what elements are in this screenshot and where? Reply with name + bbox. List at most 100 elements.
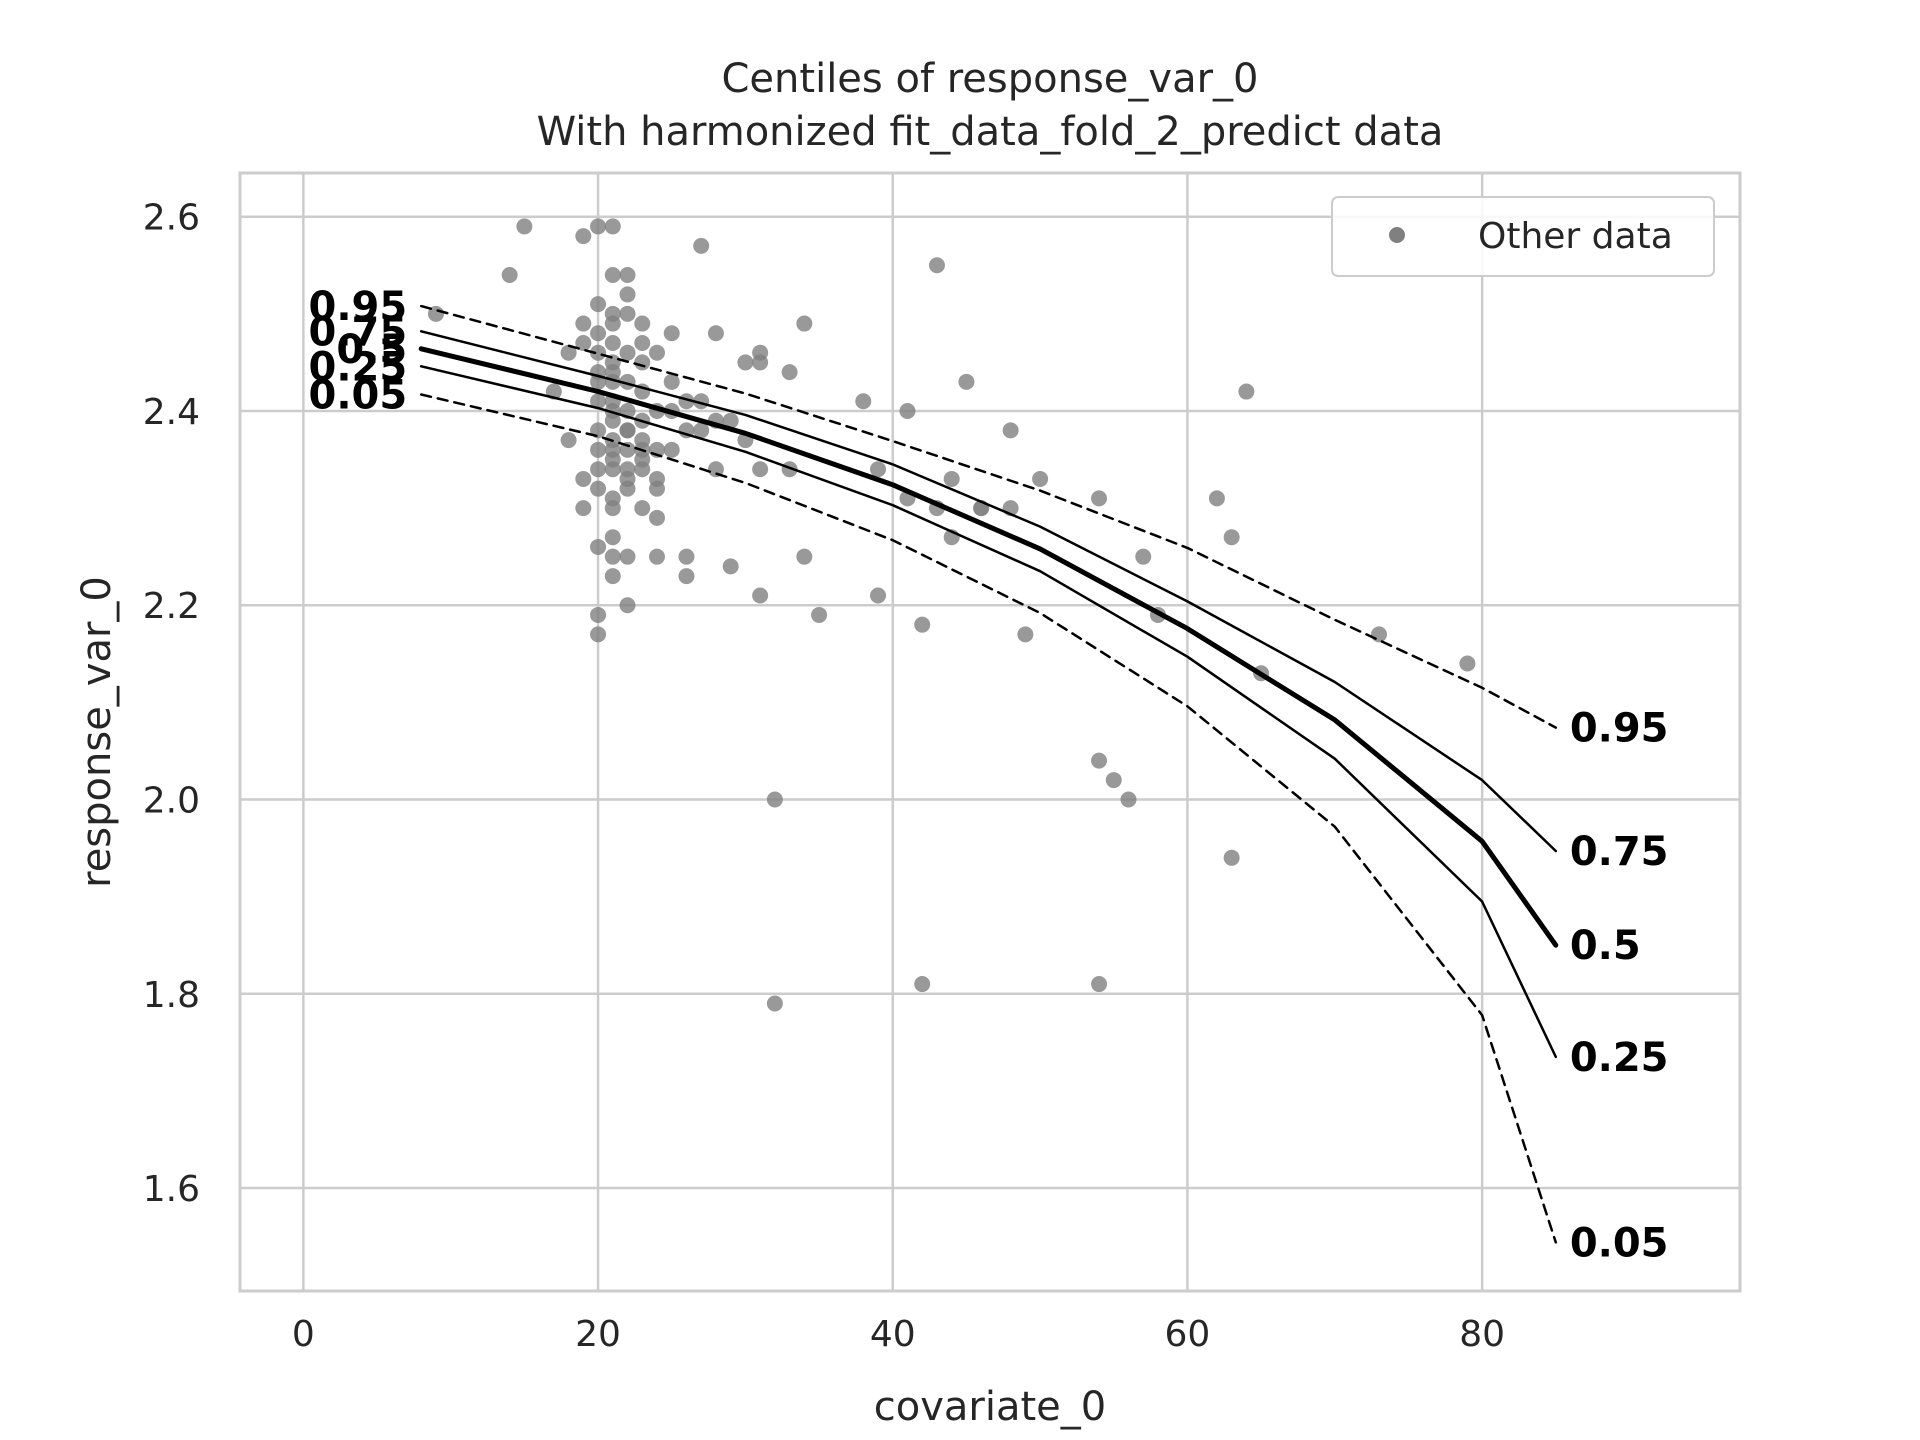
data-point: [604, 500, 621, 517]
data-point: [752, 587, 769, 604]
data-point: [870, 587, 887, 604]
data-point: [678, 568, 695, 585]
data-point: [501, 266, 518, 283]
legend-marker: [1389, 227, 1405, 243]
data-point: [604, 364, 621, 381]
data-point: [707, 461, 724, 478]
centile-line-0.5: [418, 346, 1559, 948]
legend-box: [1331, 196, 1715, 277]
data-point: [516, 218, 533, 235]
data-point: [870, 461, 887, 478]
chart-subtitle: With harmonized fit_data_fold_2_predict …: [537, 109, 1444, 155]
data-point: [1120, 791, 1137, 808]
data-point: [648, 509, 665, 526]
data-point: [1223, 529, 1240, 546]
data-point: [634, 451, 651, 468]
data-point: [590, 296, 607, 313]
data-point: [914, 976, 931, 993]
data-point: [1091, 976, 1108, 993]
data-point: [648, 548, 665, 565]
data-point: [1370, 626, 1387, 643]
centile-line-0.25: [419, 365, 1558, 1059]
centile-label-right-0.05: 0.05: [1570, 1220, 1669, 1266]
data-point: [1223, 849, 1240, 866]
legend: Other data: [1331, 196, 1715, 277]
chart-title: Centiles of response_var_0: [722, 56, 1259, 102]
data-point: [590, 218, 607, 235]
data-point: [619, 286, 636, 303]
data-point: [811, 606, 828, 623]
data-point: [604, 266, 621, 283]
data-point: [590, 325, 607, 342]
data-point: [1459, 655, 1476, 672]
data-point: [619, 597, 636, 614]
data-point: [590, 606, 607, 623]
data-point: [604, 451, 621, 468]
data-point: [855, 393, 872, 410]
centile-label-left-0.95: 0.95: [309, 284, 408, 330]
centile-line-0.75: [419, 330, 1558, 853]
data-point: [604, 568, 621, 585]
data-point: [1091, 752, 1108, 769]
centile-label-left-0.5: 0.5: [336, 327, 407, 373]
y-axis-label: response_var_0: [74, 576, 120, 888]
data-point: [1017, 626, 1034, 643]
x-tick-label: 80: [1459, 1314, 1505, 1355]
data-point: [678, 548, 695, 565]
data-point: [796, 315, 813, 332]
centile-line-0.05: [419, 393, 1558, 1244]
data-point: [575, 334, 592, 351]
data-point: [781, 364, 798, 381]
data-point: [604, 529, 621, 546]
data-point: [914, 616, 931, 633]
centile-label-left-0.75: 0.75: [309, 309, 408, 355]
data-point: [604, 402, 621, 419]
data-point: [560, 344, 577, 361]
data-point: [604, 334, 621, 351]
data-point: [663, 373, 680, 390]
data-point: [619, 266, 636, 283]
data-point: [722, 558, 739, 575]
centile-label-right-0.25: 0.25: [1570, 1035, 1669, 1081]
data-point: [590, 441, 607, 458]
data-point: [1091, 490, 1108, 507]
centile-label-left-0.05: 0.05: [309, 372, 408, 418]
y-tick-label: 2.4: [143, 392, 200, 433]
legend-label: Other data: [1478, 216, 1673, 257]
data-point: [590, 461, 607, 478]
centile-labels: 0.950.950.750.750.50.50.250.250.050.05: [309, 284, 1669, 1266]
x-axis-label: covariate_0: [874, 1384, 1106, 1430]
data-point: [575, 500, 592, 517]
data-point: [663, 325, 680, 342]
y-tick-label: 2.6: [143, 198, 200, 239]
centile-label-right-0.75: 0.75: [1570, 829, 1669, 875]
data-point: [604, 218, 621, 235]
data-point: [634, 334, 651, 351]
data-point: [707, 325, 724, 342]
data-point: [1238, 383, 1255, 400]
data-point: [1208, 490, 1225, 507]
data-point: [575, 228, 592, 245]
data-point: [560, 432, 577, 449]
data-point: [427, 305, 444, 322]
centile-label-right-0.95: 0.95: [1570, 706, 1669, 752]
data-point: [590, 393, 607, 410]
data-point: [604, 315, 621, 332]
centile-label-left-0.25: 0.25: [309, 344, 408, 390]
y-tick-label: 1.6: [143, 1169, 200, 1210]
data-point: [663, 441, 680, 458]
data-point: [928, 257, 945, 274]
data-point: [899, 402, 916, 419]
data-point: [693, 237, 710, 254]
data-point: [1002, 422, 1019, 439]
data-point: [1135, 548, 1152, 565]
data-point: [634, 354, 651, 371]
data-point: [737, 354, 754, 371]
x-tick-label: 40: [870, 1314, 916, 1355]
data-point: [604, 548, 621, 565]
data-point: [796, 548, 813, 565]
data-point: [752, 461, 769, 478]
data-point: [1105, 772, 1122, 789]
y-tick-label: 2.0: [143, 781, 200, 822]
